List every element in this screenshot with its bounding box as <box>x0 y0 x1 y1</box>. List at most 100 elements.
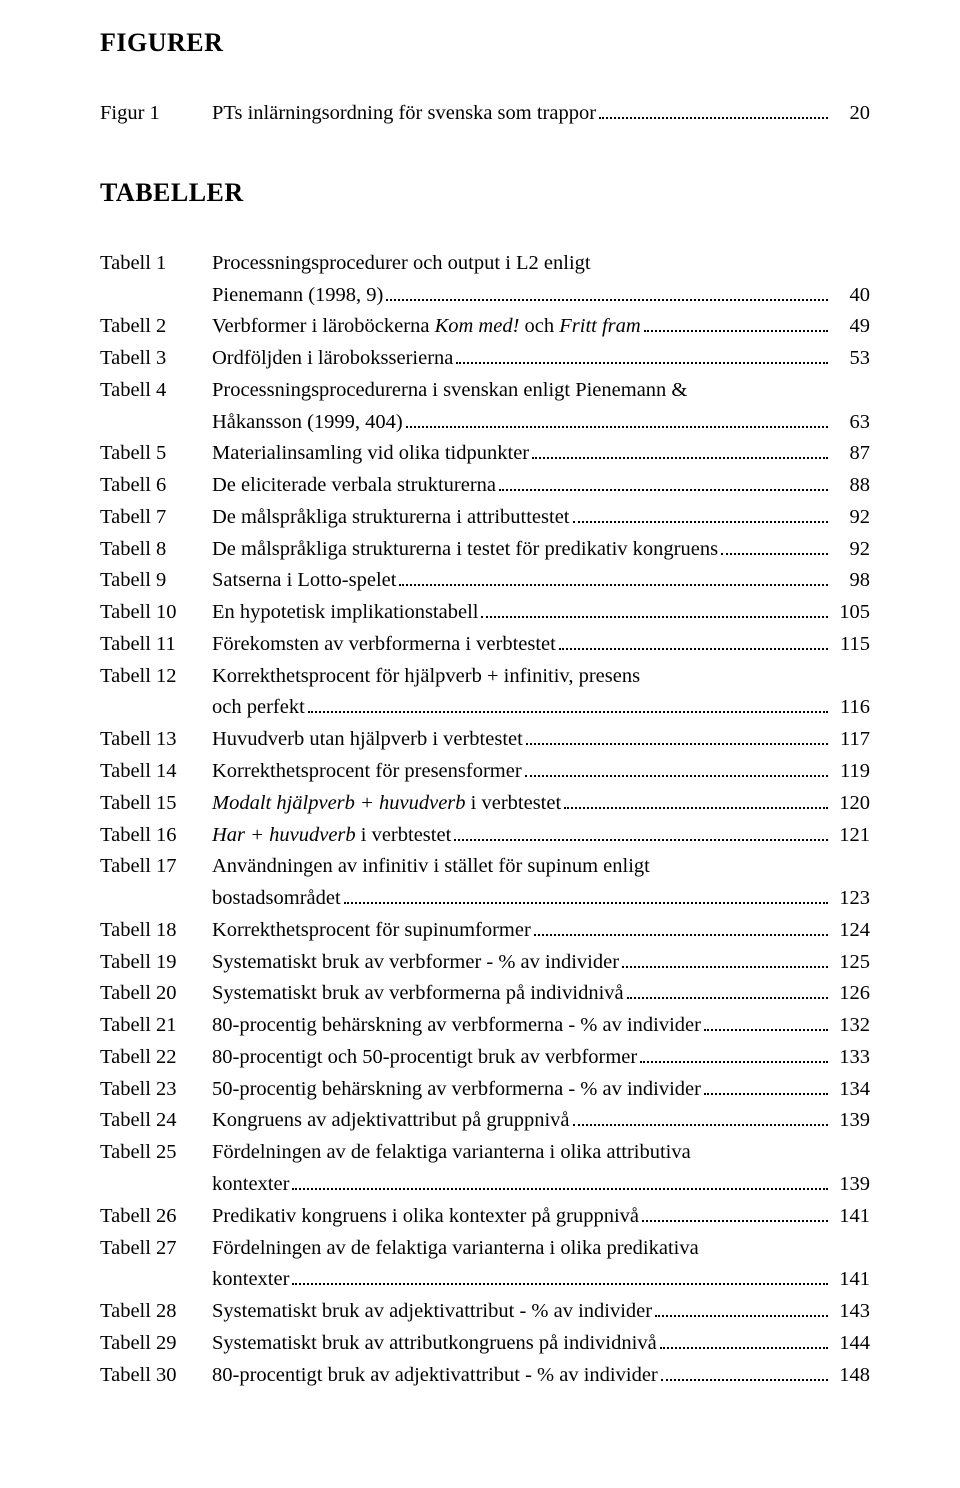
entry-title: Korrekthetsprocent för hjälpverb + infin… <box>212 661 640 693</box>
page-number: 139 <box>832 1169 870 1201</box>
toc-row: Tabell 11Förekomsten av verbformerna i v… <box>100 629 870 661</box>
entry-label: Tabell 28 <box>100 1296 212 1328</box>
entry-title: kontexter <box>212 1264 289 1296</box>
entry-title: Processningsprocedurer och output i L2 e… <box>212 248 591 280</box>
entry-title: Korrekthetsprocent för presensformer <box>212 756 522 788</box>
entry-label: Tabell 13 <box>100 724 212 756</box>
page-number: 63 <box>832 407 870 439</box>
dot-leader <box>661 1366 828 1380</box>
toc-row: Tabell 15Modalt hjälpverb + huvudverb i … <box>100 788 870 820</box>
toc-row: Tabell 5Materialinsamling vid olika tidp… <box>100 438 870 470</box>
entry-title: Kongruens av adjektivattribut på gruppni… <box>212 1105 570 1137</box>
page-number: 120 <box>832 788 870 820</box>
dot-leader <box>399 572 828 586</box>
entry-title: Ordföljden i läroboksserierna <box>212 343 453 375</box>
entry-label: Tabell 15 <box>100 788 212 820</box>
entry-title: kontexter <box>212 1169 289 1201</box>
dot-leader <box>627 985 828 999</box>
toc-row: Tabell 17Användningen av infinitiv i stä… <box>100 851 870 883</box>
toc-row: Tabell 10En hypotetisk implikationstabel… <box>100 597 870 629</box>
entry-title: Har + huvudverb i verbtestet <box>212 820 451 852</box>
toc-row: kontexter 139 <box>100 1169 870 1201</box>
entry-label: Tabell 24 <box>100 1105 212 1137</box>
page-number: 49 <box>832 311 870 343</box>
page-number: 119 <box>832 756 870 788</box>
entry-title: Processningsprocedurerna i svenskan enli… <box>212 375 687 407</box>
entry-label: Tabell 23 <box>100 1074 212 1106</box>
dot-leader <box>525 763 828 777</box>
entry-label: Tabell 14 <box>100 756 212 788</box>
page-number: 92 <box>832 502 870 534</box>
toc-row: Tabell 25Fördelningen av de felaktiga va… <box>100 1137 870 1169</box>
entry-label: Tabell 30 <box>100 1360 212 1392</box>
page-number: 121 <box>832 820 870 852</box>
entry-label: Tabell 25 <box>100 1137 212 1169</box>
page-number: 105 <box>832 597 870 629</box>
entry-title: De målspråkliga strukturerna i testet fö… <box>212 534 718 566</box>
toc-row: Tabell 18Korrekthetsprocent för supinumf… <box>100 915 870 947</box>
dot-leader <box>526 731 828 745</box>
entry-title: Verbformer i läroböckerna Kom med! och F… <box>212 311 641 343</box>
page-number: 123 <box>832 883 870 915</box>
entry-title: bostadsområdet <box>212 883 341 915</box>
toc-row: Tabell 12Korrekthetsprocent för hjälpver… <box>100 661 870 693</box>
entry-title: Systematiskt bruk av adjektivattribut - … <box>212 1296 652 1328</box>
entry-label: Tabell 16 <box>100 820 212 852</box>
toc-row: Tabell 7De målspråkliga strukturerna i a… <box>100 502 870 534</box>
toc-row: Pienemann (1998, 9)40 <box>100 280 870 312</box>
entry-label: Tabell 27 <box>100 1233 212 1265</box>
toc-row: Tabell 28Systematiskt bruk av adjektivat… <box>100 1296 870 1328</box>
entry-label: Tabell 12 <box>100 661 212 693</box>
toc-row: Håkansson (1999, 404) 63 <box>100 407 870 439</box>
figures-list: Figur 1PTs inlärningsordning för svenska… <box>100 98 870 130</box>
entry-title: 50-procentig behärskning av verbformerna… <box>212 1074 701 1106</box>
page-number: 134 <box>832 1074 870 1106</box>
figurer-heading: FIGURER <box>100 28 870 58</box>
toc-row: Tabell 2280-procentigt och 50-procentigt… <box>100 1042 870 1074</box>
toc-row: Tabell 24Kongruens av adjektivattribut p… <box>100 1105 870 1137</box>
dot-leader <box>308 699 828 713</box>
entry-title: Pienemann (1998, 9) <box>212 280 383 312</box>
dot-leader <box>704 1017 828 1031</box>
page-number: 115 <box>832 629 870 661</box>
entry-label: Tabell 6 <box>100 470 212 502</box>
dot-leader <box>532 445 828 459</box>
dot-leader <box>660 1335 828 1349</box>
entry-title: Korrekthetsprocent för supinumformer <box>212 915 531 947</box>
entry-title: Systematiskt bruk av attributkongruens p… <box>212 1328 657 1360</box>
page-number: 139 <box>832 1105 870 1137</box>
entry-title: Fördelningen av de felaktiga varianterna… <box>212 1137 691 1169</box>
entry-label: Tabell 26 <box>100 1201 212 1233</box>
dot-leader <box>534 922 828 936</box>
toc-row: Tabell 2350-procentig behärskning av ver… <box>100 1074 870 1106</box>
dot-leader <box>573 1112 828 1126</box>
dot-leader <box>386 286 828 300</box>
toc-row: Tabell 26Predikativ kongruens i olika ko… <box>100 1201 870 1233</box>
dot-leader <box>721 540 828 554</box>
dot-leader <box>704 1080 828 1094</box>
page-number: 88 <box>832 470 870 502</box>
entry-label: Tabell 22 <box>100 1042 212 1074</box>
dot-leader <box>622 953 828 967</box>
toc-row: Tabell 2Verbformer i läroböckerna Kom me… <box>100 311 870 343</box>
entry-title: PTs inlärningsordning för svenska som tr… <box>212 98 596 130</box>
entry-label: Tabell 10 <box>100 597 212 629</box>
dot-leader <box>481 604 828 618</box>
entry-title: 80-procentigt och 50-procentigt bruk av … <box>212 1042 637 1074</box>
entry-label: Tabell 8 <box>100 534 212 566</box>
entry-title: Håkansson (1999, 404) <box>212 407 403 439</box>
toc-row: Tabell 3080-procentigt bruk av adjektiva… <box>100 1360 870 1392</box>
entry-title: De eliciterade verbala strukturerna <box>212 470 496 502</box>
dot-leader <box>456 350 828 364</box>
entry-label: Tabell 5 <box>100 438 212 470</box>
page-number: 125 <box>832 947 870 979</box>
entry-title: Materialinsamling vid olika tidpunkter <box>212 438 529 470</box>
dot-leader <box>644 318 828 332</box>
dot-leader <box>406 413 828 427</box>
dot-leader <box>640 1049 828 1063</box>
document-page: FIGURER Figur 1PTs inlärningsordning för… <box>0 0 960 1488</box>
page-number: 20 <box>832 98 870 130</box>
toc-row: Tabell 8De målspråkliga strukturerna i t… <box>100 534 870 566</box>
entry-label: Tabell 4 <box>100 375 212 407</box>
dot-leader <box>559 636 828 650</box>
